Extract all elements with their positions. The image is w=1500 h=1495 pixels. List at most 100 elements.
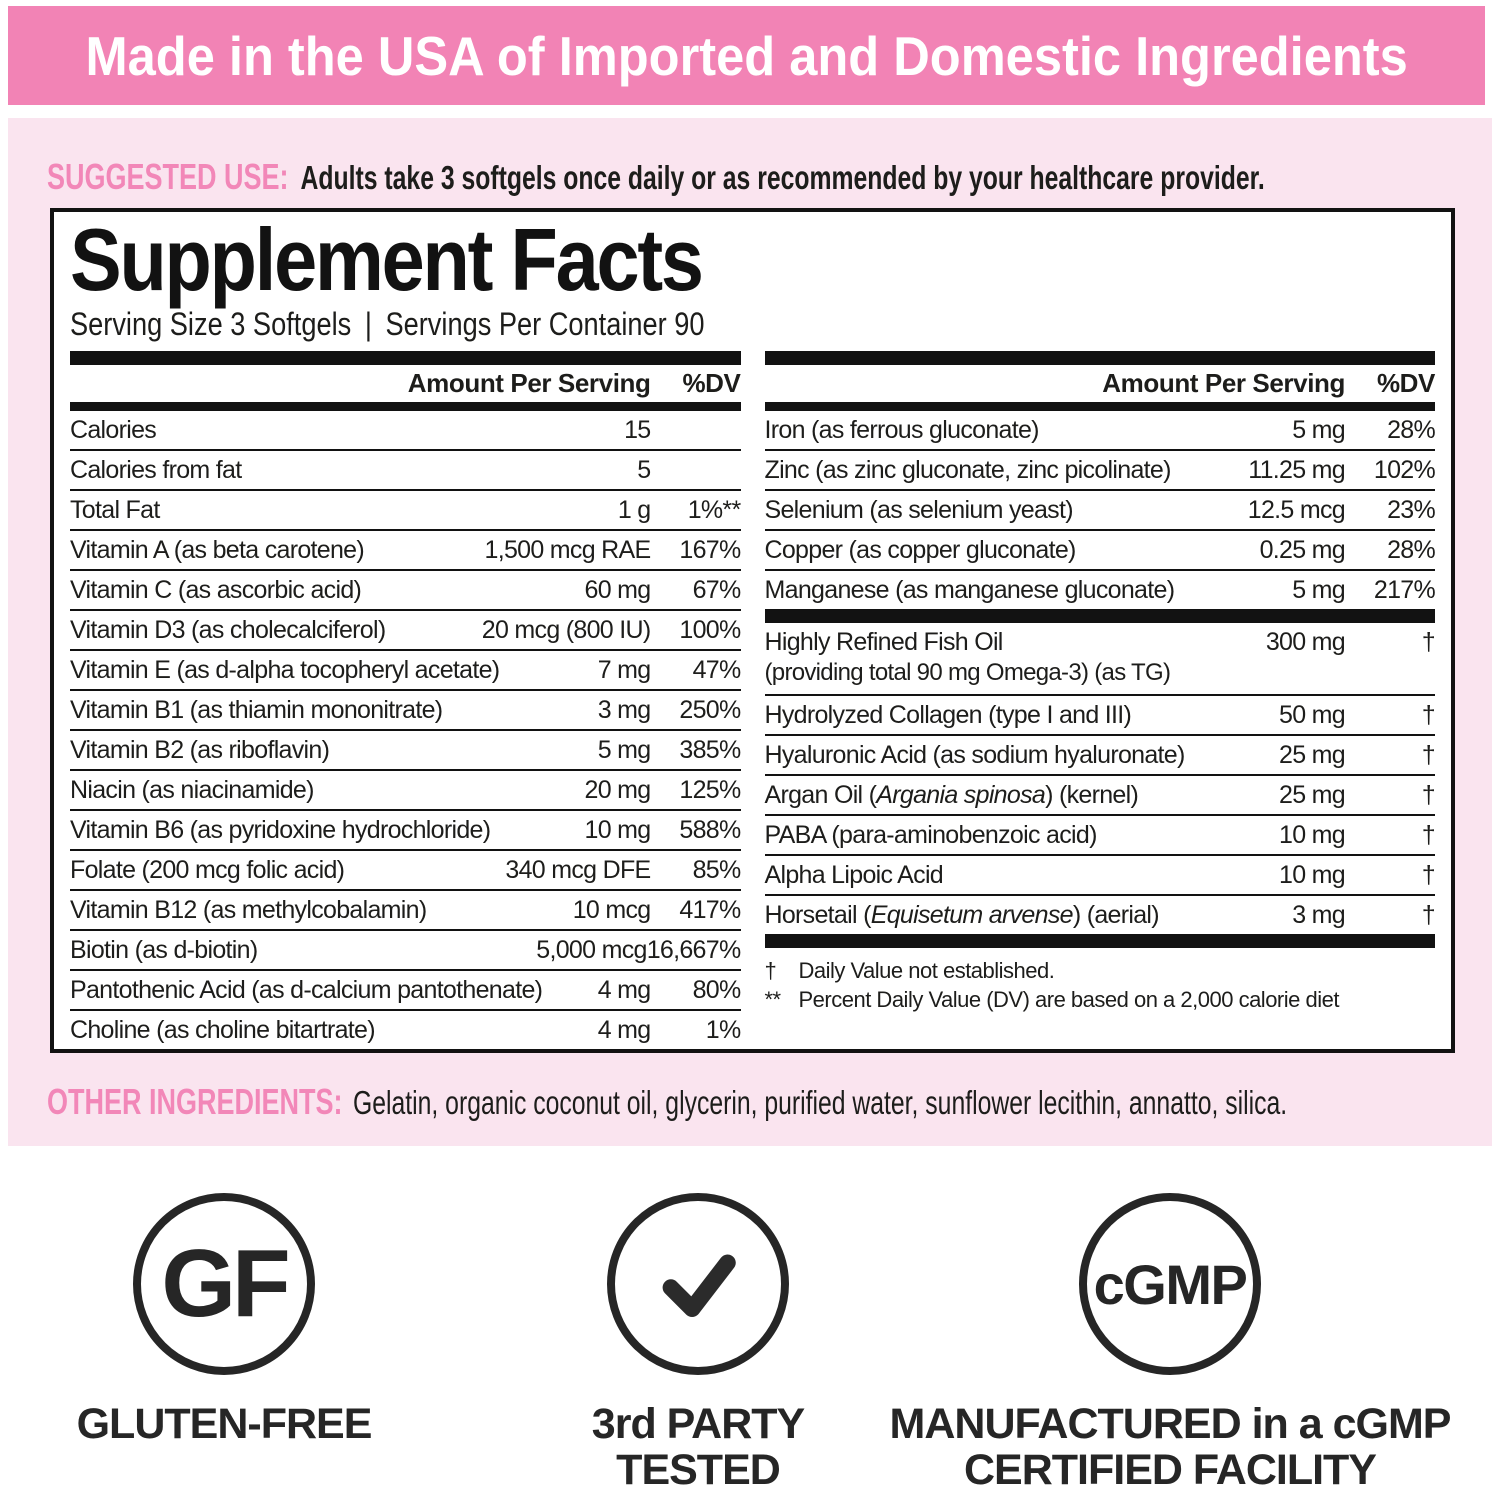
table-row: Horsetail (Equisetum arvense) (aerial) 3 … [764, 894, 1436, 934]
amount-per-serving: 10 mcg [572, 895, 651, 924]
amount-per-serving: 12.5 mcg [1247, 495, 1346, 524]
cgmp-line2: CERTIFIED FACILITY [963, 1446, 1377, 1494]
column-header-row: Amount Per Serving %DV [765, 365, 1435, 402]
table-row: Argan Oil (Argania spinosa) (kernel) 25 m… [764, 774, 1436, 814]
daily-value: † [1421, 900, 1436, 929]
nutrient-rows-left: Calories 15 Calories from fat 5 Total Fat 1 g… [70, 411, 741, 1049]
amount-per-serving: 10 mg [1279, 860, 1346, 889]
amount-per-serving: 1,500 mcg RAE [484, 535, 652, 564]
amount-per-serving: 0.25 mg [1259, 535, 1346, 564]
third-party-tested-label: 3rd PARTY TESTED [591, 1400, 805, 1493]
amount-per-serving: 1 g [617, 495, 651, 524]
amount-per-serving: 20 mg [584, 775, 652, 804]
table-row: Niacin (as niacinamide) 20 mg 125% [70, 769, 741, 809]
table-row: Vitamin B12 (as methylcobalamin) 10 mcg 41… [70, 889, 741, 929]
ingredient-name: Vitamin B12 (as methylcobalamin) [70, 895, 427, 924]
table-row: PABA (para-aminobenzoic acid) 10 mg † [764, 814, 1436, 854]
amount-per-serving: 3 mg [1292, 900, 1345, 929]
ingredient-name: Horsetail (Equisetum arvense) (aerial) [764, 900, 1160, 929]
table-row: Folate (200 mcg folic acid) 340 mcg DFE 85… [70, 849, 741, 889]
ingredient-name: Biotin (as d-biotin) [70, 935, 258, 964]
table-row: Vitamin B6 (as pyridoxine hydrochloride)… [70, 809, 741, 849]
ingredient-name: Choline (as choline bitartrate) [70, 1015, 376, 1044]
daily-value: 67% [692, 575, 742, 604]
cgmp-icon: cGMP [1079, 1193, 1261, 1375]
ingredient-name: Niacin (as niacinamide) [70, 775, 314, 804]
amount-per-serving: 11.25 mg [1248, 455, 1345, 484]
table-row: Alpha Lipoic Acid 10 mg † [764, 854, 1436, 894]
serving-size: Serving Size 3 Softgels [70, 306, 352, 342]
ingredient-subtext: (providing total 90 mg Omega-3) (as TG) [764, 659, 1171, 686]
amount-per-serving-header: Amount Per Serving [407, 368, 651, 398]
amount-per-serving: 60 mg [584, 575, 652, 604]
footnote-text: Percent Daily Value (DV) are based on a … [798, 987, 1340, 1012]
divider-bar [764, 351, 1435, 365]
ingredient-name: Total Fat [70, 495, 160, 524]
daily-value: 16,667% [646, 935, 741, 964]
ingredient-name: Calories [70, 415, 157, 444]
other-ingredients-label: OTHER INGREDIENTS: [47, 1081, 343, 1122]
daily-value: 250% [679, 695, 741, 724]
divider-bar [764, 934, 1435, 948]
table-row: Vitamin A (as beta carotene) 1,500 mcg RA… [70, 529, 741, 569]
table-row: Highly Refined Fish Oil 300 mg † (providing… [765, 623, 1436, 694]
table-row: Total Fat 1 g 1%** [70, 489, 741, 529]
daily-value: † [1421, 860, 1436, 889]
divider-bar [70, 351, 741, 365]
amount-per-serving: 5,000 mcg [536, 935, 647, 964]
suggested-use-text: Adults take 3 softgels once daily or as … [300, 159, 1265, 196]
ingredient-name: Alpha Lipoic Acid [764, 860, 944, 889]
daily-value: 167% [679, 535, 741, 564]
footnote: † Daily Value not established. [765, 956, 1436, 985]
daily-value: 23% [1387, 495, 1436, 524]
table-row: Vitamin B2 (as riboflavin) 5 mg 385% [70, 729, 741, 769]
label-pink-panel: SUGGESTED USE: Adults take 3 softgels onc… [8, 118, 1492, 1146]
footnote-symbol: † [764, 958, 777, 983]
daily-value: 85% [692, 855, 742, 884]
ingredient-name: Vitamin E (as d-alpha tocopheryl acetate… [70, 655, 500, 684]
daily-value: 28% [1387, 535, 1436, 564]
amount-per-serving-header: Amount Per Serving [1102, 368, 1345, 398]
amount-per-serving: 3 mg [597, 695, 651, 724]
amount-per-serving: 5 [637, 455, 651, 484]
serving-separator: | [364, 306, 372, 342]
servings-per-container: Servings Per Container 90 [385, 306, 705, 342]
footnotes: † Daily Value not established. ** Percent D… [765, 956, 1436, 1014]
ingredient-name: Hydrolyzed Collagen (type I and III) [764, 700, 1132, 729]
daily-value: 28% [1387, 415, 1436, 444]
amount-per-serving: 25 mg [1279, 740, 1346, 769]
ingredient-name: Vitamin D3 (as cholecalciferol) [70, 615, 386, 644]
suggested-use-line: SUGGESTED USE: Adults take 3 softgels onc… [47, 156, 1265, 198]
other-ingredients-text: Gelatin, organic coconut oil, glycerin, … [353, 1084, 1288, 1121]
ingredient-name: Vitamin C (as ascorbic acid) [70, 575, 362, 604]
table-row: Vitamin B1 (as thiamin mononitrate) 3 mg 2… [70, 689, 741, 729]
banner-text: Made in the USA of Imported and Domestic… [85, 24, 1408, 87]
ingredient-name: Vitamin B1 (as thiamin mononitrate) [70, 695, 443, 724]
amount-per-serving: 340 mcg DFE [505, 855, 651, 884]
daily-value: 80% [692, 975, 742, 1004]
percent-dv-header: %DV [1376, 368, 1435, 398]
ingredient-name: PABA (para-aminobenzoic acid) [764, 820, 1098, 849]
mineral-rows: Iron (as ferrous gluconate) 5 mg 28% Zinc (… [764, 411, 1436, 609]
ingredient-name: Highly Refined Fish Oil [764, 627, 1004, 656]
checkmark-glyph [662, 1254, 736, 1318]
table-row: Copper (as copper gluconate) 0.25 mg 28% [764, 529, 1436, 569]
facts-left-column: Amount Per Serving %DV Calories 15 Calorie… [70, 351, 741, 1049]
footnote-symbol: ** [764, 987, 782, 1012]
ingredient-name: Pantothenic Acid (as d-calcium pantothen… [70, 975, 543, 1004]
table-row: Calories 15 [70, 411, 741, 449]
table-row: Vitamin E (as d-alpha tocopheryl acetate… [70, 649, 741, 689]
ingredient-name: Argan Oil (Argania spinosa) (kernel) [764, 780, 1139, 809]
cgmp-label: MANUFACTURED in a cGMP CERTIFIED FACILIT… [890, 1401, 1452, 1494]
table-row: Hyaluronic Acid (as sodium hyaluronate) 2… [764, 734, 1436, 774]
divider-bar [70, 402, 741, 411]
percent-dv-header: %DV [682, 368, 741, 398]
daily-value: † [1421, 820, 1436, 849]
daily-value: 102% [1373, 455, 1436, 484]
third-party-line1: 3rd PARTY [591, 1400, 805, 1448]
amount-per-serving: 4 mg [597, 1015, 651, 1044]
daily-value: 1% [705, 1015, 741, 1044]
ingredient-name: Iron (as ferrous gluconate) [764, 415, 1040, 444]
ingredient-name: Manganese (as manganese gluconate) [764, 575, 1176, 604]
amount-per-serving: 10 mg [584, 815, 652, 844]
